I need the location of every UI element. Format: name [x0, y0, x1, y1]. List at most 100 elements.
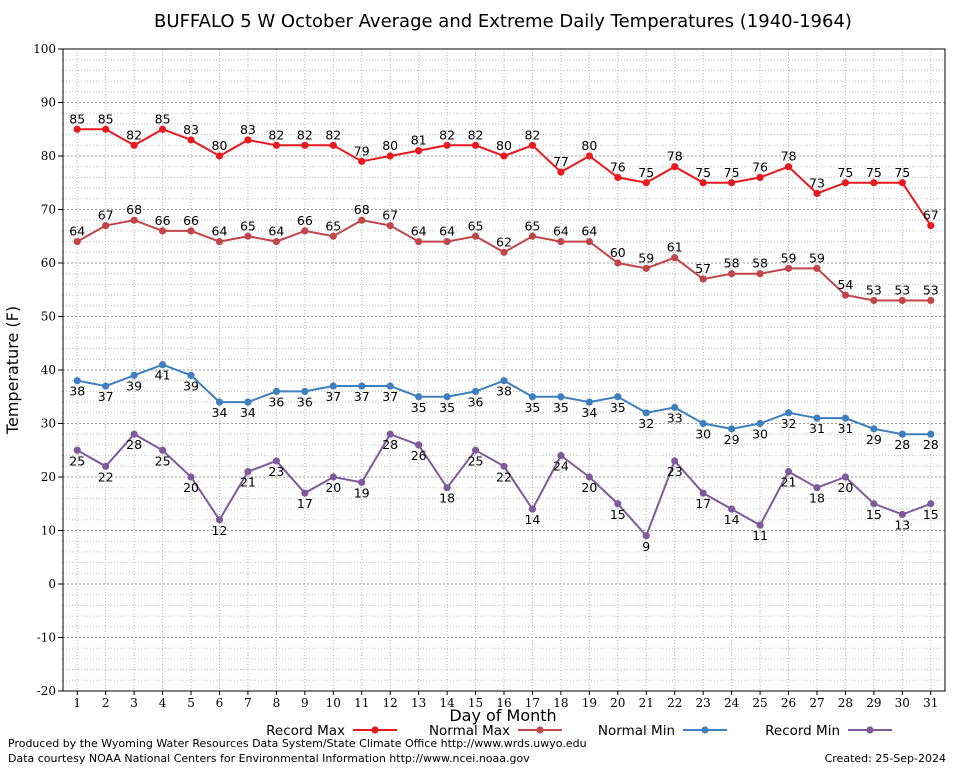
- data-point: [358, 216, 366, 224]
- x-tick-label: 18: [553, 696, 568, 710]
- x-tick-label: 17: [525, 696, 540, 710]
- data-point: [301, 227, 309, 235]
- data-point: [728, 425, 736, 433]
- data-label: 23: [268, 464, 284, 479]
- data-label: 85: [155, 111, 171, 126]
- data-point: [102, 462, 110, 470]
- x-tick-label: 29: [866, 696, 881, 710]
- data-point: [756, 419, 764, 428]
- data-point: [813, 189, 821, 198]
- data-label: 67: [382, 208, 398, 223]
- data-point: [841, 179, 850, 187]
- data-point: [870, 296, 878, 305]
- data-point: [358, 478, 366, 486]
- y-tick-label: 70: [41, 203, 56, 217]
- data-label: 65: [325, 218, 341, 233]
- data-label: 24: [553, 459, 569, 474]
- data-label: 82: [297, 127, 313, 142]
- x-tick-label: 14: [439, 696, 455, 710]
- data-point: [671, 457, 679, 465]
- y-tick-label: 100: [33, 42, 56, 56]
- data-point: [301, 387, 309, 395]
- data-label: 36: [468, 394, 484, 409]
- data-label: 64: [581, 224, 597, 239]
- data-label: 62: [496, 234, 512, 249]
- data-point: [813, 484, 821, 492]
- data-label: 53: [894, 282, 910, 297]
- x-axis-label: Day of Month: [449, 706, 556, 725]
- x-tick-label: 19: [582, 696, 597, 710]
- data-label: 73: [809, 175, 825, 190]
- x-tick-label: 6: [216, 696, 224, 710]
- data-point: [756, 173, 764, 181]
- data-point: [73, 238, 81, 246]
- data-point: [272, 141, 280, 149]
- data-point: [272, 387, 280, 395]
- data-point: [870, 425, 878, 433]
- data-label: 80: [382, 138, 398, 153]
- data-point: [585, 473, 593, 481]
- data-point: [102, 221, 110, 230]
- data-point: [614, 259, 622, 267]
- data-point: [443, 141, 451, 149]
- data-point: [898, 179, 906, 187]
- x-tick-label: 23: [696, 696, 711, 710]
- data-point: [158, 361, 167, 369]
- x-tick-label: 22: [667, 696, 682, 710]
- data-label: 14: [524, 512, 540, 527]
- footer-data-courtesy: Data courtesy NOAA National Centers for …: [8, 752, 530, 765]
- data-label: 83: [240, 122, 256, 137]
- data-point: [244, 232, 252, 240]
- data-point: [642, 409, 650, 417]
- data-label: 17: [695, 496, 711, 511]
- data-label: 37: [325, 389, 341, 404]
- data-label: 82: [524, 127, 540, 142]
- data-point: [244, 398, 252, 406]
- data-label: 37: [354, 389, 370, 404]
- data-label: 34: [581, 405, 597, 420]
- data-label: 67: [923, 208, 939, 223]
- data-label: 82: [439, 127, 455, 142]
- x-tick-label: 2: [102, 696, 110, 710]
- data-label: 25: [69, 453, 85, 468]
- data-point: [415, 393, 423, 401]
- data-point: [699, 275, 707, 283]
- footer-produced-by: Produced by the Wyoming Water Resources …: [8, 737, 587, 750]
- data-point: [386, 221, 394, 230]
- data-label: 78: [667, 149, 683, 164]
- data-point: [158, 446, 167, 454]
- data-label: 25: [468, 453, 484, 468]
- footer-created: Created: 25-Sep-2024: [824, 752, 946, 765]
- legend-item: Record Min: [765, 723, 892, 739]
- data-point: [784, 409, 793, 417]
- data-label: 14: [724, 512, 740, 527]
- legend-swatch-marker: [371, 726, 379, 734]
- data-label: 59: [809, 250, 825, 265]
- data-label: 75: [695, 165, 711, 180]
- legend-item: Record Max: [266, 723, 397, 739]
- data-label: 22: [496, 469, 512, 484]
- x-tick-label: 26: [781, 696, 796, 710]
- data-label: 28: [126, 437, 142, 452]
- data-point: [898, 296, 906, 305]
- data-point: [585, 398, 593, 406]
- data-label: 75: [724, 165, 740, 180]
- data-point: [215, 516, 224, 524]
- data-label: 78: [781, 149, 797, 164]
- data-label: 19: [354, 485, 370, 500]
- data-point: [329, 232, 337, 240]
- data-label: 30: [752, 427, 768, 442]
- data-label: 64: [553, 224, 569, 239]
- data-point: [158, 125, 167, 133]
- y-tick-label: -20: [37, 684, 56, 698]
- data-point: [870, 500, 878, 508]
- legend-item: Normal Min: [598, 723, 727, 739]
- data-point: [500, 248, 508, 256]
- data-point: [728, 270, 736, 278]
- data-label: 38: [496, 384, 512, 399]
- x-tick-label: 11: [354, 696, 369, 710]
- legend-label: Normal Min: [598, 723, 675, 739]
- data-label: 80: [581, 138, 597, 153]
- data-label: 15: [610, 507, 626, 522]
- data-label: 54: [837, 277, 853, 292]
